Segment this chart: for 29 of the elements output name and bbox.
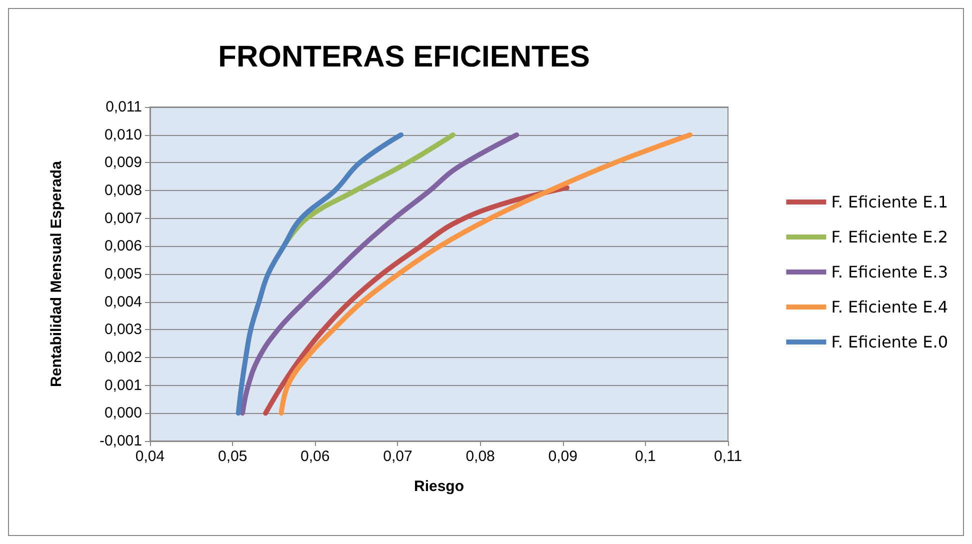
y-axis-title: Rentabilidad Mensual Esperada (48, 160, 65, 387)
y-tick-label: 0,003 (104, 321, 142, 338)
y-tick-label: 0,001 (104, 376, 142, 394)
y-tick-label: 0,002 (104, 349, 142, 366)
x-tick-label: 0,11 (714, 448, 742, 465)
legend-label: F. Eficiente E.1 (831, 192, 948, 212)
x-tick-label: 0,09 (548, 448, 578, 465)
y-tick-label: 0,004 (104, 293, 142, 310)
x-tick-label: 0,05 (218, 448, 248, 465)
y-tick-label: 0,000 (104, 404, 142, 422)
y-tick-label: 0,006 (104, 238, 142, 255)
legend-label: F. Eficiente E.0 (831, 332, 948, 352)
y-tick-label: 0,005 (104, 266, 142, 282)
x-tick-label: 0,1 (635, 448, 656, 465)
y-tick-label: 0,007 (104, 210, 142, 227)
x-tick-label: 0,07 (383, 448, 412, 465)
y-tick-label: 0,011 (106, 98, 142, 116)
legend-label: F. Eficiente E.3 (831, 262, 948, 282)
legend-label: F. Eficiente E.2 (831, 228, 948, 246)
y-tick-label: -0,001 (99, 432, 142, 450)
y-tick-label: 0,009 (104, 154, 142, 172)
x-axis-title: Riesgo (414, 478, 464, 495)
x-tick-label: 0,06 (300, 448, 330, 465)
x-tick-label: 0,08 (466, 448, 495, 465)
y-tick-label: 0,010 (104, 126, 142, 144)
legend-label: F. Eficiente E.4 (831, 298, 948, 316)
chart-title: FRONTERAS EFICIENTES (218, 40, 590, 74)
x-tick-label: 0,04 (135, 448, 165, 465)
y-tick-label: 0,008 (104, 182, 142, 199)
